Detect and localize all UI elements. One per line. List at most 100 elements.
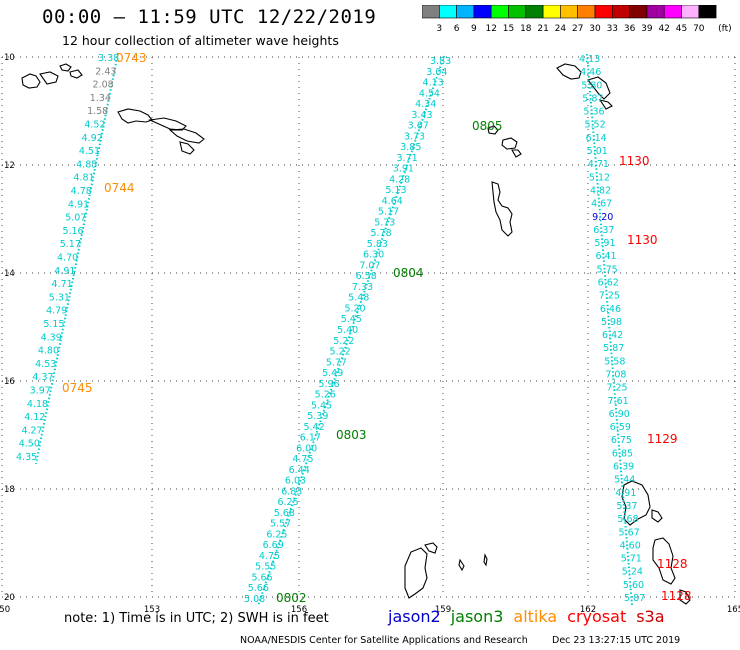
cryosat-wave-value: 4.60 xyxy=(620,540,641,551)
lat-label: 12 xyxy=(4,161,15,171)
cryosat-wave-value: 4.67 xyxy=(591,199,612,210)
legend-label: 6 xyxy=(454,24,460,34)
jason3-wave-value: 6.25 xyxy=(277,497,298,508)
jason3-wave-value: 5.68 xyxy=(274,508,295,519)
cryosat-wave-value: 5.80 xyxy=(581,80,602,91)
cryosat-wave-value: 5.44 xyxy=(614,475,635,486)
satellite-name-jason3: jason3 xyxy=(450,607,504,626)
altika-wave-value: 2.08 xyxy=(93,80,114,91)
pass-time-label: 0745 xyxy=(62,381,93,395)
pass-time-label: 0804 xyxy=(393,266,424,280)
jason3-wave-value: 5.45 xyxy=(341,314,362,325)
lon-label: 159 xyxy=(435,605,451,615)
jason3-wave-value: 5.45 xyxy=(311,400,332,411)
jason3-wave-value: 5.73 xyxy=(374,217,395,228)
altika-wave-value: 4.78 xyxy=(71,186,92,197)
cryosat-wave-value: 6.46 xyxy=(600,304,621,315)
jason3-wave-value: 5.83 xyxy=(367,239,388,250)
color-legend: 3 6 9 12 15 18 21 24 27 30 33 36 39 42 45 70 (ft) xyxy=(422,5,732,35)
legend-label: 70 xyxy=(693,24,705,34)
cryosat-wave-value: 5.98 xyxy=(601,317,622,328)
cryosat-wave-value: 5.24 xyxy=(622,567,643,578)
pass-time-label: 0805 xyxy=(472,119,503,133)
legend-label: 15 xyxy=(503,24,514,34)
cryosat-wave-value: 6.37 xyxy=(593,225,614,236)
jason3-wave-value: 4.34 xyxy=(415,99,436,110)
jason3-wave-value: 4.54 xyxy=(419,88,440,99)
coastline xyxy=(21,63,691,605)
cryosat-wave-value: 5.52 xyxy=(584,120,605,131)
altika-wave-value: 4.37 xyxy=(32,372,53,383)
altika-wave-value: 4.52 xyxy=(84,120,105,131)
note-text: note: 1) Time is in UTC; 2) SWH is in fe… xyxy=(64,611,329,626)
pass-time-label: 1130 xyxy=(627,233,658,247)
cryosat-wave-value: 6.62 xyxy=(598,277,619,288)
jason3-wave-value: 5.96 xyxy=(318,379,339,390)
altika-wave-value: 5.16 xyxy=(62,226,83,237)
cryosat-wave-value: 6.42 xyxy=(602,330,623,341)
cryosat-wave-value: 7.61 xyxy=(608,396,629,407)
map-grid: 10 12 14 16 18 20 150 153 156 159 162 165 xyxy=(0,53,740,615)
satellite-legend: jason2 jason3 altika cryosat s3a xyxy=(388,607,675,626)
lon-label: 162 xyxy=(580,605,596,615)
island-outline xyxy=(21,63,83,89)
cryosat-wave-value: 4.82 xyxy=(590,185,611,196)
jason3-wave-value: 4.28 xyxy=(389,174,410,185)
altika-wave-value: 4.91 xyxy=(68,199,89,210)
satellite-name-jason2: jason2 xyxy=(388,607,441,626)
cryosat-wave-value: 5.75 xyxy=(597,264,618,275)
jason3-wave-value: 3.73 xyxy=(404,131,425,142)
cryosat-wave-value: 5.87 xyxy=(624,593,645,604)
cryosat-wave-value: 6.39 xyxy=(613,462,634,473)
pass-time-label: 1130 xyxy=(619,154,650,168)
cryosat-wave-value: 5.58 xyxy=(604,356,625,367)
altika-wave-value: 4.50 xyxy=(19,439,40,450)
jason3-wave-value: 5.66 xyxy=(251,572,272,583)
altika-wave-value: 4.35 xyxy=(16,452,37,463)
jason3-wave-value: 5.13 xyxy=(385,185,406,196)
jason3-wave-value: 5.40 xyxy=(337,325,358,336)
island-outline xyxy=(404,542,488,599)
jason3-wave-value: 6.83 xyxy=(281,486,302,497)
cryosat-wave-value: 5.91 xyxy=(594,238,615,249)
legend-label: 24 xyxy=(555,24,567,34)
island-outline xyxy=(487,125,522,158)
jason3-wave-value: 6.58 xyxy=(356,271,377,282)
jason3-wave-value: 3.71 xyxy=(397,153,418,164)
jason3-wave-value: 3.85 xyxy=(400,142,421,153)
altika-wave-value: 4.81 xyxy=(73,173,94,184)
jason3-wave-value: 7.07 xyxy=(359,260,380,271)
legend-label: 18 xyxy=(520,24,532,34)
altika-wave-value: 4.91 xyxy=(54,266,75,277)
pass-time-label: 1128 xyxy=(657,557,688,571)
cryosat-wave-value: 5.87 xyxy=(582,93,603,104)
cryosat-wave-value: 5.37 xyxy=(616,501,637,512)
legend-label: 9 xyxy=(471,24,477,34)
cryosat-wave-value: 6.41 xyxy=(595,251,616,262)
jason3-wave-value: 5.55 xyxy=(255,562,276,573)
cryosat-wave-value: 5.67 xyxy=(619,527,640,538)
altika-wave-value: 5.31 xyxy=(49,292,70,303)
legend-label: 42 xyxy=(658,24,669,34)
cryosat-wave-value: 7.08 xyxy=(605,370,626,381)
cryosat-wave-value: 5.87 xyxy=(603,343,624,354)
legend-label: 27 xyxy=(572,24,583,34)
altika-wave-value: 3.97 xyxy=(30,386,51,397)
legend-swatch xyxy=(698,5,717,19)
pass-time-label: 0743 xyxy=(116,51,147,65)
altika-wave-value: 1.58 xyxy=(87,106,108,117)
jason3-wave-value: 6.69 xyxy=(263,540,284,551)
lon-label: 153 xyxy=(144,605,160,615)
credit-text: NOAA/NESDIS Center for Satellite Applica… xyxy=(240,635,528,646)
jason3-wave-value: 6.30 xyxy=(363,250,384,261)
legend-label: 21 xyxy=(537,24,548,34)
pass-time-label: 0744 xyxy=(104,181,135,195)
jason3-wave-value: 3.83 xyxy=(430,56,451,67)
altika-wave-value: 4.53 xyxy=(35,359,56,370)
altika-wave-value: 4.39 xyxy=(41,332,62,343)
cryosat-wave-value: 4.46 xyxy=(580,67,601,78)
jason3-wave-value: 5.39 xyxy=(307,411,328,422)
island-outline xyxy=(117,108,205,155)
satellite-name-altika: altika xyxy=(513,607,558,626)
